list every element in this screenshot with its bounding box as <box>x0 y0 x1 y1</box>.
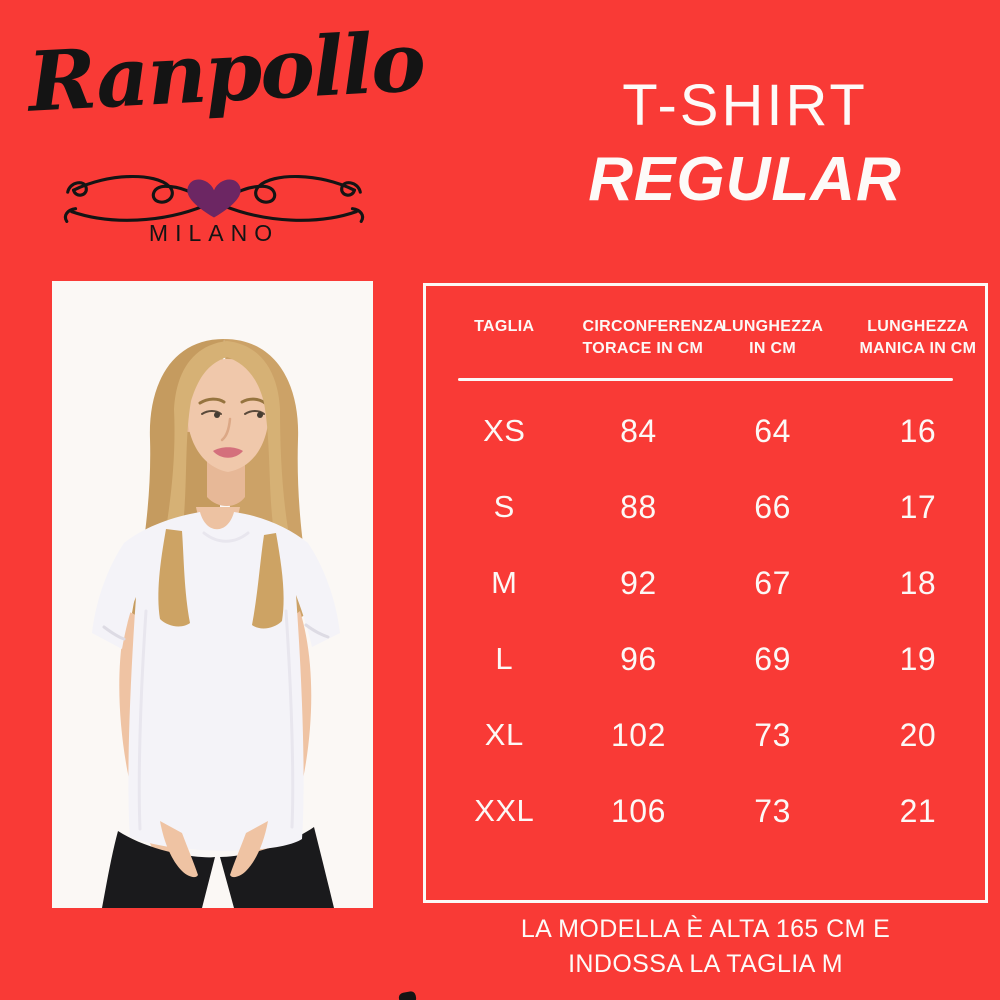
chest-value: 84 <box>620 412 657 449</box>
table-row: XL 102 73 20 <box>426 697 985 773</box>
length-value: 67 <box>754 564 791 601</box>
chest-value: 88 <box>620 488 657 525</box>
model-size-note: LA MODELLA È ALTA 165 CM E INDOSSA LA TA… <box>423 912 988 982</box>
table-row: S 88 66 17 <box>426 469 985 545</box>
brand-city: MILANO <box>148 220 280 246</box>
product-title-line1: T-SHIRT <box>622 73 868 138</box>
size-label: XS <box>483 413 526 448</box>
sleeve-value: 20 <box>899 716 937 753</box>
table-row: L 96 69 19 <box>426 621 985 697</box>
model-hair-front <box>166 341 288 533</box>
header-circonferenza-line1: CIRCONFERENZA <box>582 318 726 335</box>
size-table-header: TAGLIA CIRCONFERENZA TORACE IN CM LUNGHE… <box>426 286 985 360</box>
model-hands <box>160 821 268 878</box>
chest-value: 102 <box>610 716 666 753</box>
size-table: TAGLIA CIRCONFERENZA TORACE IN CM LUNGHE… <box>423 283 988 903</box>
product-title-line2: REGULAR <box>588 144 902 214</box>
model-leggings <box>102 827 334 908</box>
table-row: M 92 67 18 <box>426 545 985 621</box>
heart-icon <box>187 179 241 218</box>
header-taglia-line1: TAGLIA <box>474 318 535 335</box>
cropped-glyph <box>398 990 417 1000</box>
header-manica-line2: MANICA IN CM <box>859 340 977 357</box>
model-face <box>182 359 270 472</box>
flourish-left-icon <box>63 174 206 223</box>
sleeve-value: 16 <box>899 412 937 449</box>
size-label: XXL <box>474 793 535 828</box>
header-taglia: TAGLIA <box>426 316 583 338</box>
sleeve-value: 19 <box>899 640 937 677</box>
table-row: XS 84 64 16 <box>426 393 985 469</box>
sleeve-value: 18 <box>899 564 937 601</box>
length-value: 66 <box>754 488 791 525</box>
size-label: XL <box>484 717 524 752</box>
header-circonferenza: CIRCONFERENZA TORACE IN CM <box>583 316 725 360</box>
header-circonferenza-line2: TORACE IN CM <box>582 340 704 357</box>
chest-value: 96 <box>620 640 657 677</box>
chest-value: 106 <box>610 792 666 829</box>
length-value: 69 <box>754 640 791 677</box>
size-label: L <box>495 641 514 676</box>
header-lunghezza-line2: IN CM <box>749 340 796 357</box>
sleeve-value: 21 <box>899 792 937 829</box>
header-manica: LUNGHEZZA MANICA IN CM <box>851 316 985 360</box>
size-label: S <box>493 489 515 524</box>
product-title: T-SHIRT REGULAR <box>510 74 980 214</box>
header-lunghezza-line1: LUNGHEZZA <box>721 318 824 335</box>
brand-ornament <box>63 174 365 223</box>
brand-logo: Ranpollo <box>25 14 427 131</box>
model-size-note-line2: INDOSSA LA TAGLIA M <box>568 950 843 978</box>
header-lunghezza: LUNGHEZZA IN CM <box>694 316 851 360</box>
header-manica-line1: LUNGHEZZA <box>867 318 969 335</box>
size-label: M <box>491 565 518 600</box>
header-divider <box>458 378 953 381</box>
length-value: 64 <box>754 412 791 449</box>
model-photo-illustration <box>52 281 373 908</box>
table-row: XXL 106 73 21 <box>426 773 985 849</box>
sleeve-value: 17 <box>899 488 937 525</box>
model-hair-strands <box>158 529 284 629</box>
brand-block: Ranpollo MILANO <box>26 14 426 246</box>
size-table-body: XS 84 64 16 S 88 66 17 M 92 67 18 L 96 6… <box>426 381 985 849</box>
flourish-right-icon <box>222 174 365 223</box>
length-value: 73 <box>754 716 791 753</box>
length-value: 73 <box>754 792 791 829</box>
chest-value: 92 <box>620 564 657 601</box>
model-size-note-line1: LA MODELLA È ALTA 165 CM E <box>520 915 891 943</box>
model-photo <box>52 281 373 908</box>
